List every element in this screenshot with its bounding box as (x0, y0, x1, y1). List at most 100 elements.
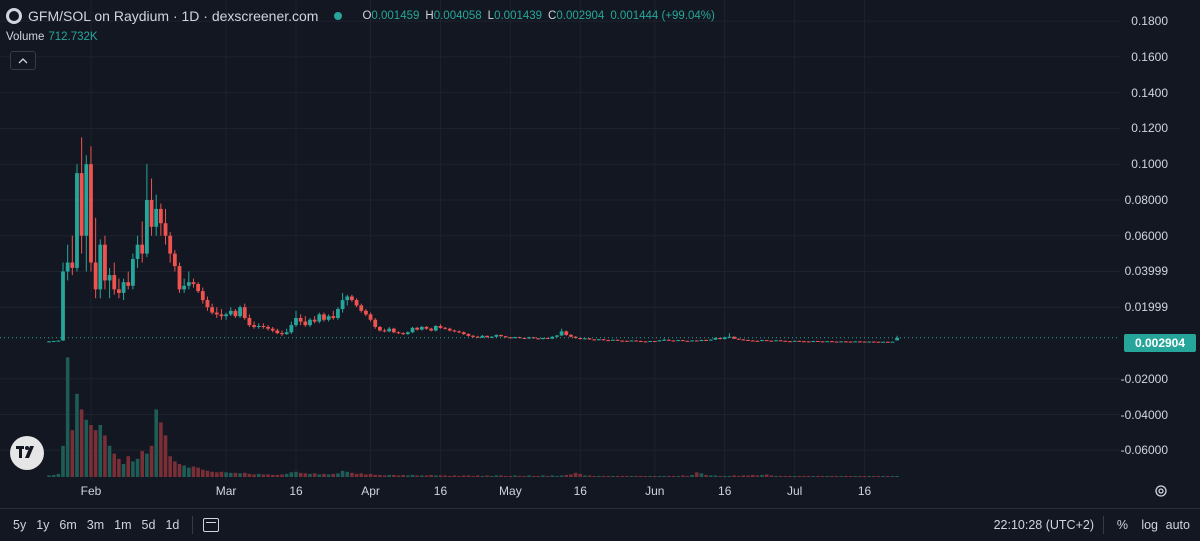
candle (280, 330, 284, 336)
volume-bar (522, 475, 527, 477)
candle (186, 271, 191, 290)
volume-bar (811, 475, 816, 477)
candle (638, 340, 643, 343)
volume-bar (550, 475, 555, 477)
volume-bar (797, 475, 802, 477)
candle (112, 262, 117, 295)
candle (895, 335, 900, 341)
range-6m-button[interactable]: 6m (59, 518, 77, 532)
candle-body (769, 340, 774, 342)
candle-body (802, 341, 806, 343)
time-tick-label: Jun (645, 484, 665, 498)
candle-body (443, 327, 448, 329)
candle-body (340, 300, 345, 310)
candle-body (70, 262, 75, 268)
volume-bar (457, 475, 461, 477)
log-toggle[interactable]: log (1141, 518, 1158, 532)
volume-bar (177, 464, 182, 477)
candle-body (610, 339, 615, 341)
candle (662, 338, 667, 341)
chart-settings-button[interactable] (1154, 484, 1168, 501)
candle-body (65, 262, 70, 272)
tradingview-logo-icon[interactable] (10, 436, 44, 470)
candle (158, 203, 163, 236)
volume-bar (466, 475, 471, 477)
candle (93, 217, 98, 299)
price-axis[interactable]: 0.1800 0.1600 0.1400 0.1200 0.1000 0.08000 0.0… (1120, 0, 1200, 480)
candle (121, 278, 126, 301)
candle-body (461, 332, 466, 335)
volume-bar (648, 475, 652, 477)
volume-bar (564, 474, 569, 477)
candle-body (266, 326, 270, 329)
candle (410, 326, 415, 334)
auto-toggle[interactable]: auto (1165, 518, 1190, 532)
candle (79, 137, 84, 254)
volume-bar (149, 445, 154, 477)
volume-bar (159, 422, 163, 477)
candle (191, 278, 196, 288)
volume-bar (89, 425, 93, 477)
volume-bar (224, 472, 228, 477)
candle-body (629, 340, 634, 342)
candle-body (676, 340, 681, 342)
candle (131, 253, 135, 290)
volume-bar (135, 458, 140, 477)
range-3m-button[interactable]: 3m (86, 518, 105, 532)
candle (336, 307, 340, 320)
candle-body (471, 335, 475, 337)
candle-body (326, 316, 331, 320)
time-tick-label: 16 (573, 484, 587, 498)
volume-bar (527, 475, 531, 477)
candle-body (270, 328, 275, 331)
candle (98, 239, 103, 299)
candle (559, 328, 564, 336)
candle (680, 339, 685, 342)
volume-bar (401, 474, 405, 477)
range-1m-button[interactable]: 1m (114, 518, 132, 532)
price-tick-label: 0.1200 (1131, 121, 1168, 136)
candle-body (354, 300, 359, 306)
clock-timezone[interactable]: 22:10:28 (UTC+2) (993, 518, 1094, 532)
candle (676, 339, 681, 342)
time-tick-label: 16 (289, 484, 303, 498)
open-value: 0.001459 (371, 10, 420, 22)
candle-body (475, 336, 480, 338)
volume-bar (163, 435, 168, 477)
candle (350, 294, 354, 302)
chart-area[interactable]: GFM/SOL on Raydium · 1D · dexscreener.co… (0, 0, 1120, 480)
candle (144, 164, 149, 258)
candle (732, 336, 736, 340)
calendar-icon[interactable] (203, 518, 220, 532)
candle-body (583, 338, 587, 340)
candle-body (671, 340, 676, 342)
volume-bar (872, 476, 876, 477)
range-5d-button[interactable]: 5d (141, 518, 156, 532)
candle-body (578, 337, 583, 340)
candle (685, 340, 690, 342)
time-axis[interactable]: Feb Mar 16 Apr 16 May 16 Jun 16 Jul 16 (0, 480, 1120, 504)
volume-bar (429, 474, 433, 477)
candle (471, 334, 475, 338)
candlestick-chart[interactable] (0, 0, 1120, 480)
volume-bar (210, 471, 214, 477)
volume-value: 712.732K (48, 31, 98, 43)
candle-body (275, 330, 280, 334)
candle (508, 336, 513, 339)
candle-body (881, 341, 886, 343)
candle-body (876, 341, 881, 343)
candle (494, 334, 499, 338)
volume-bar (694, 472, 699, 477)
range-1y-button[interactable]: 1y (36, 518, 50, 532)
range-1d-button[interactable]: 1d (165, 518, 180, 532)
collapse-legend-button[interactable] (10, 51, 36, 70)
candle (545, 337, 550, 340)
candle-body (797, 340, 802, 342)
volume-bar (750, 474, 755, 477)
candle-body (177, 266, 182, 290)
range-5y-button[interactable]: 5y (13, 518, 27, 532)
candle (261, 323, 266, 329)
percent-toggle[interactable]: % (1116, 518, 1128, 532)
candle-body (93, 262, 98, 290)
price-tick-label: 0.06000 (1124, 228, 1168, 243)
